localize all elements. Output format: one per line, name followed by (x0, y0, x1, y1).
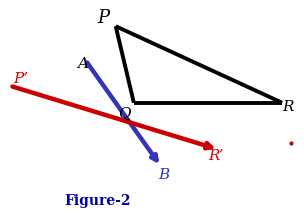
Text: R: R (282, 100, 294, 114)
Text: B: B (158, 168, 170, 182)
Text: Q: Q (119, 106, 131, 120)
Text: P’: P’ (13, 72, 28, 86)
Text: A: A (77, 58, 88, 71)
Text: P: P (98, 9, 110, 27)
Text: Figure-2: Figure-2 (64, 193, 131, 208)
Text: R’: R’ (208, 149, 223, 163)
